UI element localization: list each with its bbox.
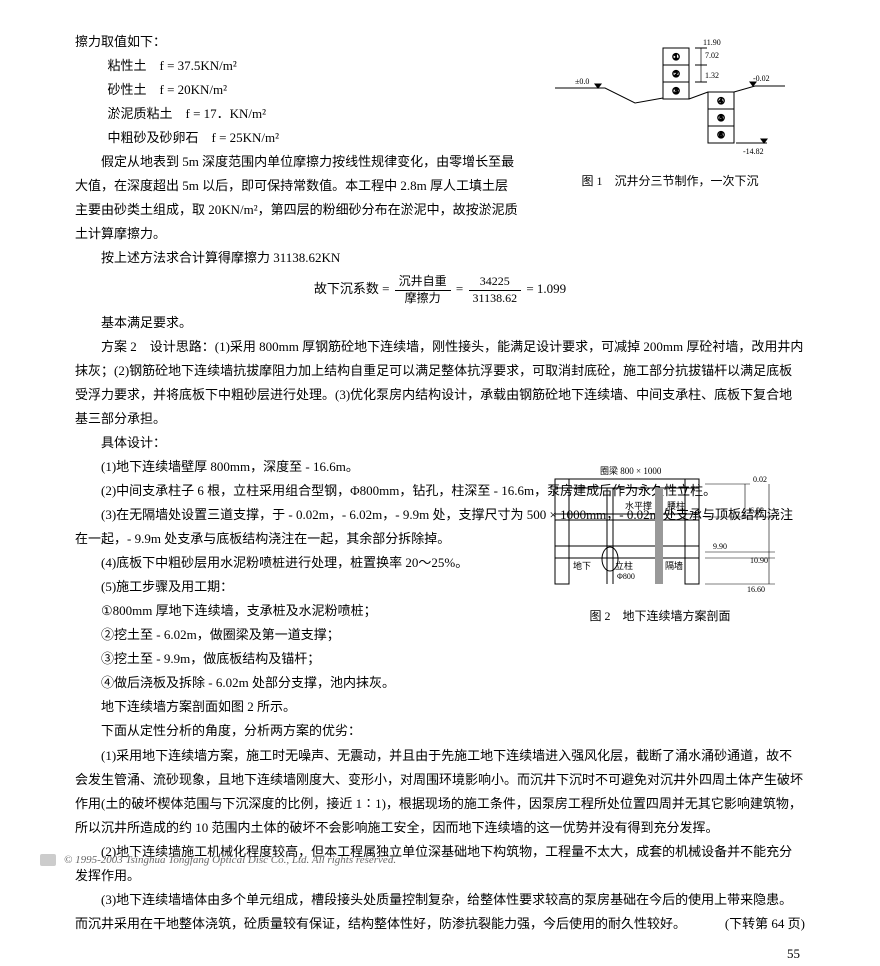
svg-text:水平撑: 水平撑: [625, 500, 652, 511]
figure-2-caption: 图 2 地下连续墙方案剖面: [535, 605, 785, 627]
svg-text:②: ②: [672, 69, 680, 79]
page-number: 55: [75, 942, 805, 966]
svg-text:16.60: 16.60: [747, 585, 765, 594]
svg-text:③: ③: [672, 86, 680, 96]
svg-text:地下: 地下: [573, 560, 591, 571]
para: 具体设计：: [75, 431, 805, 455]
svg-text:隔墙: 隔墙: [665, 560, 683, 571]
figure-2: 圈梁 800 × 1000 水平撑 腰柱 地下 立柱 隔墙 Φ800 0.02 …: [535, 464, 785, 602]
step: ④做后浇板及拆除 - 6.02m 处部分支撑，池内抹灰。: [75, 671, 520, 695]
figure-1: ① ② ③ ④ ⑤ ⑥ 11.90 7.02 1.32 ±0.0 -0.02 -…: [555, 38, 785, 168]
svg-text:腰柱: 腰柱: [667, 500, 685, 511]
svg-text:7.02: 7.02: [705, 51, 719, 60]
svg-text:9.90: 9.90: [713, 542, 727, 551]
equation: 故下沉系数 = 沉井自重摩擦力 = 3422531138.62 = 1.099: [75, 274, 805, 306]
para: (3)地下连续墙墙体由多个单元组成，槽段接头处质量控制复杂，给整体性要求较高的泵…: [75, 888, 805, 936]
svg-text:10.90: 10.90: [750, 556, 768, 565]
svg-text:圈梁 800 × 1000: 圈梁 800 × 1000: [600, 465, 662, 476]
para: 基本满足要求。: [75, 311, 805, 335]
step: ③挖土至 - 9.9m，做底板结构及锚杆；: [75, 647, 520, 671]
figure-1-caption: 图 1 沉井分三节制作，一次下沉: [555, 170, 785, 192]
para: (1)采用地下连续墙方案，施工时无噪声、无震动，并且由于先施工地下连续墙进入强风…: [75, 744, 805, 840]
para: 按上述方法求合计算得摩擦力 31138.62KN: [75, 246, 805, 270]
para: 方案 2 设计思路：(1)采用 800mm 厚钢筋砼地下连续墙，刚性接头，能满足…: [75, 335, 805, 431]
continued: (下转第 64 页): [699, 912, 805, 936]
svg-text:立柱: 立柱: [615, 560, 633, 571]
step: ①800mm 厚地下连续墙，支承桩及水泥粉喷桩；: [75, 599, 520, 623]
svg-text:-0.02: -0.02: [753, 74, 770, 83]
svg-text:0.02: 0.02: [753, 475, 767, 484]
svg-text:①: ①: [672, 52, 680, 62]
svg-text:Φ800: Φ800: [617, 572, 635, 581]
para: 地下连续墙方案剖面如图 2 所示。: [75, 695, 520, 719]
svg-text:-14.82: -14.82: [743, 147, 764, 156]
svg-text:±0.0: ±0.0: [575, 77, 589, 86]
svg-text:1.32: 1.32: [705, 71, 719, 80]
svg-text:⑤: ⑤: [717, 113, 725, 123]
svg-text:6.02: 6.02: [750, 506, 764, 515]
step: ②挖土至 - 6.02m，做圈梁及第一道支撑；: [75, 623, 520, 647]
item: (5)施工步骤及用工期：: [75, 575, 520, 599]
svg-text:11.90: 11.90: [703, 38, 721, 47]
copyright-footer: © 1995-2003 Tsinghua Tongfang Optical Di…: [40, 850, 396, 870]
para: 假定从地表到 5m 深度范围内单位摩擦力按线性规律变化，由零增长至最大值，在深度…: [75, 150, 520, 246]
para: 下面从定性分析的角度，分析两方案的优劣：: [75, 719, 520, 743]
svg-text:④: ④: [717, 96, 725, 106]
disc-icon: [40, 854, 56, 866]
svg-text:⑥: ⑥: [717, 130, 725, 140]
